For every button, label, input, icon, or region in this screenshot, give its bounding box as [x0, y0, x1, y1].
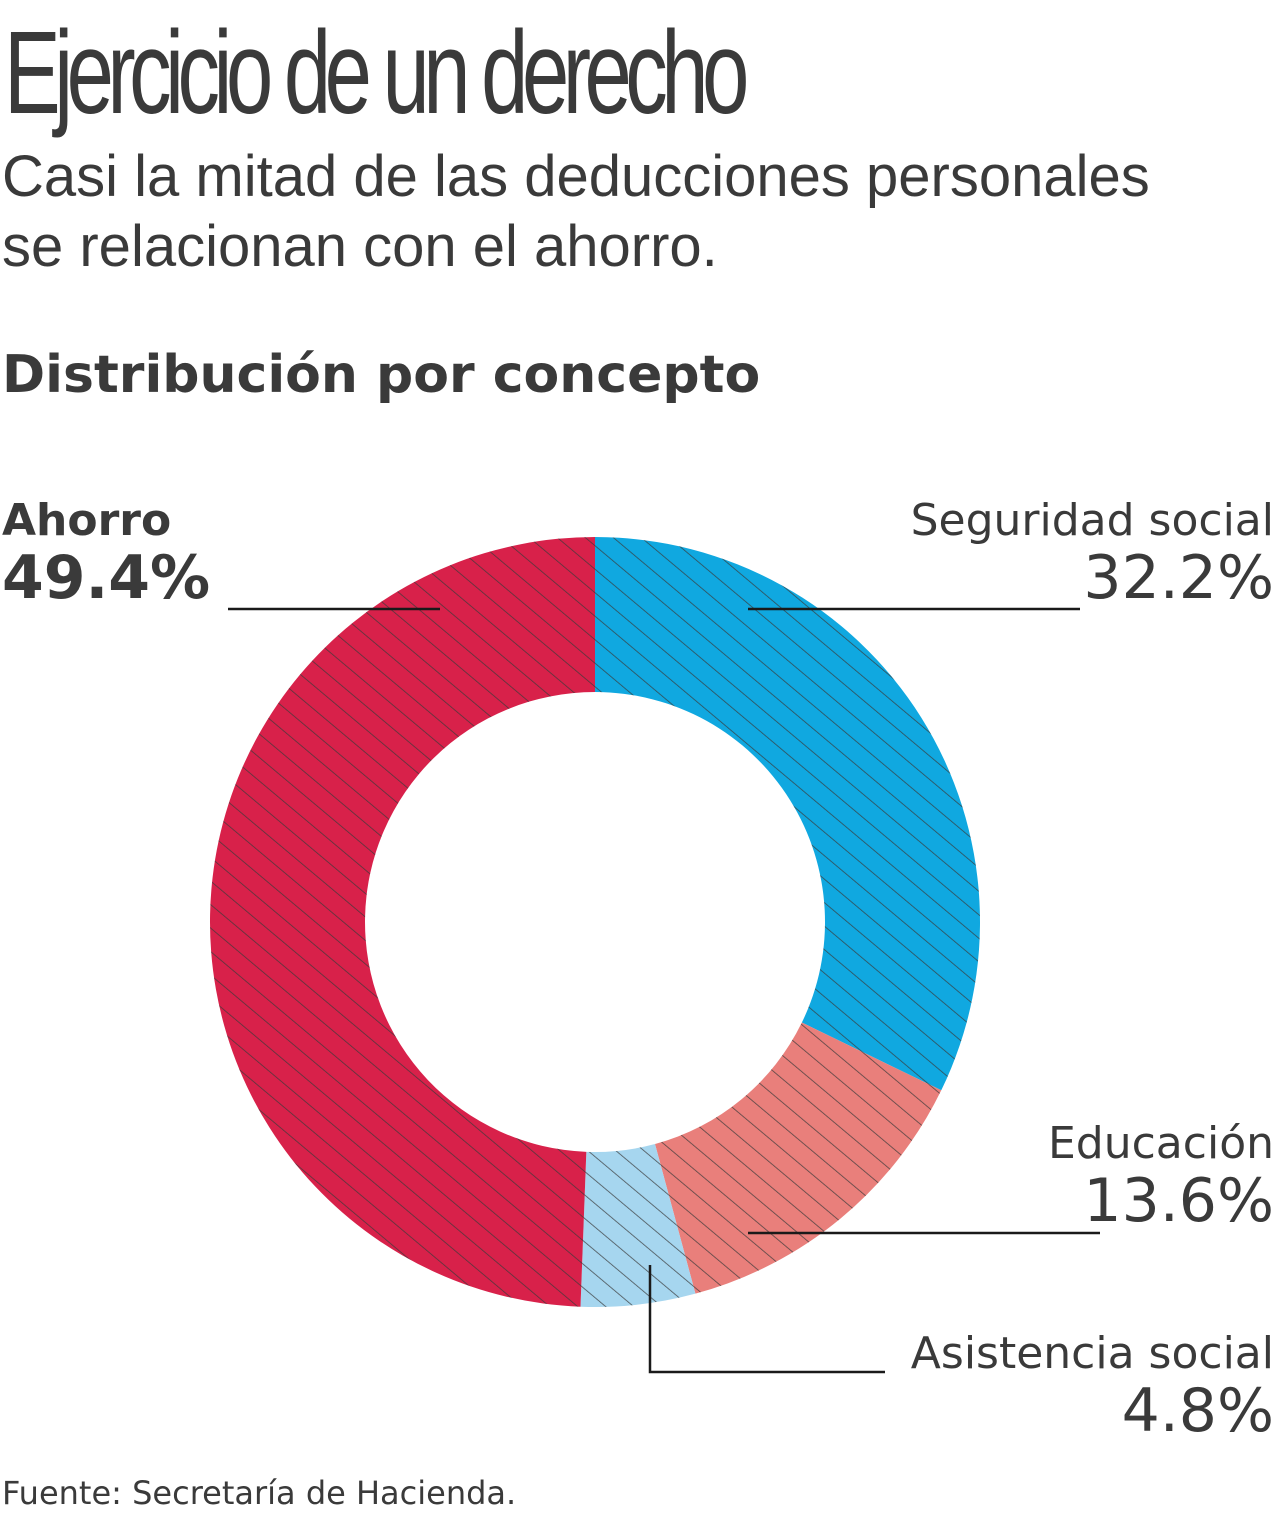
label-ahorro-value: 49.4%: [2, 543, 211, 614]
label-ahorro-name: Ahorro: [2, 495, 172, 546]
slice-hatch-seguridad-social: [595, 537, 980, 1091]
donut-slices: [209, 537, 980, 1307]
slice-hatch-ahorro: [209, 537, 595, 1307]
section-title: Distribución por concepto: [2, 345, 761, 405]
chart-subtitle: Casi la mitad de las deducciones persona…: [2, 144, 1150, 279]
label-asistencia-social-value: 4.8%: [1121, 1376, 1274, 1447]
label-seguridad-social-value: 32.2%: [1083, 543, 1274, 614]
leader-line-asistencia-social: [648, 1265, 885, 1374]
leader-lines: [228, 607, 1100, 1374]
label-asistencia-social-name: Asistencia social: [910, 1328, 1274, 1379]
slice-hatch-asistencia-social: [580, 1144, 696, 1307]
label-educacion-value: 13.6%: [1083, 1166, 1274, 1237]
slice-hatch-educacion: [654, 1022, 942, 1294]
label-seguridad-social: Seguridad social 32.2%: [910, 495, 1274, 614]
label-ahorro: Ahorro 49.4%: [2, 495, 211, 614]
label-educacion-name: Educación: [1048, 1118, 1274, 1169]
label-educacion: Educación 13.6%: [1048, 1118, 1274, 1237]
label-asistencia-social: Asistencia social 4.8%: [910, 1328, 1274, 1447]
label-seguridad-social-name: Seguridad social: [910, 495, 1274, 546]
chart-title: Ejercicio de un derecho: [4, 7, 749, 139]
source-note: Fuente: Secretaría de Hacienda.: [2, 1474, 517, 1512]
